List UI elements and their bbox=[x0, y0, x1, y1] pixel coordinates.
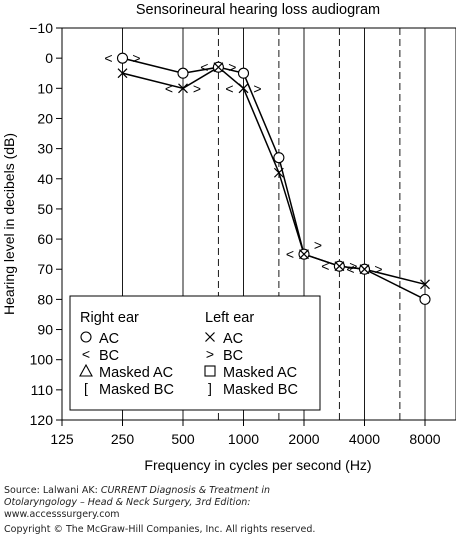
marker-right-bc: < bbox=[200, 59, 208, 75]
y-tick-label: 80 bbox=[37, 291, 53, 307]
chart-title: Sensorineural hearing loss audiogram bbox=[136, 2, 380, 18]
marker-left-ac bbox=[178, 83, 188, 94]
x-tick-labels: 125 250 500 1000 2000 4000 8000 bbox=[50, 420, 441, 447]
marker-left-bc: > bbox=[349, 258, 357, 274]
legend-label-left-1: BC bbox=[223, 348, 243, 364]
x-tick-label: 1000 bbox=[228, 431, 259, 447]
marker-left-bc: > bbox=[374, 261, 382, 277]
legend-label-right-0: AC bbox=[99, 331, 119, 347]
marker-right-ac bbox=[273, 152, 285, 164]
marker-left-ac bbox=[238, 83, 249, 94]
legend-box bbox=[69, 295, 321, 411]
marker-right-bc: < bbox=[225, 80, 233, 96]
y-tick-label: 100 bbox=[30, 352, 54, 368]
source-citation: Source: Lalwani AK: CURRENT Diagnosis & … bbox=[4, 485, 270, 497]
marker-left-ac bbox=[273, 167, 284, 178]
marker-right-ac bbox=[177, 67, 189, 79]
legend-label-right-1: BC bbox=[99, 348, 119, 364]
marker-left-bc: > bbox=[228, 59, 236, 75]
x-axis-label: Frequency in cycles per second (Hz) bbox=[144, 457, 371, 473]
legend-right-ear-header: Right ear bbox=[80, 310, 139, 326]
marker-right-bc: < bbox=[286, 246, 294, 262]
legend-label-left-3: Masked BC bbox=[223, 382, 298, 398]
x-tick-label: 250 bbox=[111, 431, 135, 447]
marker-left-ac bbox=[420, 279, 430, 290]
source-book-title: CURRENT Diagnosis & Treatment in bbox=[100, 485, 271, 496]
y-tick-label: 50 bbox=[37, 201, 53, 217]
legend-symbol-left-3: ] bbox=[208, 380, 212, 396]
legend-symbol-right-1: < bbox=[82, 346, 90, 362]
y-tick-label: 60 bbox=[37, 231, 53, 247]
y-tick-label: −10 bbox=[29, 20, 53, 36]
y-tick-label: 90 bbox=[37, 322, 53, 338]
x-tick-label: 500 bbox=[171, 431, 195, 447]
marker-right-bc: < bbox=[321, 258, 329, 274]
marker-left-ac bbox=[359, 264, 370, 275]
legend-left-ear-header: Left ear bbox=[205, 310, 254, 326]
legend-symbol-left-1: > bbox=[206, 346, 214, 362]
x-tick-label: 2000 bbox=[288, 431, 319, 447]
plot-frame bbox=[61, 27, 456, 421]
y-tick-label: 120 bbox=[30, 412, 54, 428]
y-axis-label: Hearing level in decibels (dB) bbox=[1, 133, 17, 315]
marker-left-bc: > bbox=[253, 80, 261, 96]
x-tick-label: 125 bbox=[50, 431, 74, 447]
copyright-notice: Copyright © The McGraw-Hill Companies, I… bbox=[4, 524, 316, 535]
marker-left-ac bbox=[213, 62, 224, 73]
y-tick-labels: −10 0 10 20 30 40 50 60 70 80 90 100 110 120 bbox=[29, 20, 62, 428]
gridlines bbox=[122, 28, 426, 420]
marker-right-bc: < bbox=[104, 50, 112, 66]
y-tick-label: 70 bbox=[37, 261, 53, 277]
marker-right-ac bbox=[116, 52, 129, 64]
legend-label-right-2: Masked AC bbox=[99, 365, 173, 381]
marker-left-ac bbox=[299, 249, 309, 260]
marker-left-bc: > bbox=[193, 80, 201, 96]
legend-symbol-right-2 bbox=[79, 363, 93, 377]
legend-symbol-left-0 bbox=[205, 332, 215, 342]
source-url[interactable]: www.accesssurgery.com bbox=[4, 509, 120, 520]
marker-right-bc: < bbox=[346, 261, 354, 277]
x-tick-label: 4000 bbox=[349, 431, 380, 447]
legend-label-right-3: Masked BC bbox=[99, 382, 174, 398]
legend-label-left-2: Masked AC bbox=[223, 365, 297, 381]
legend-label-left-0: AC bbox=[223, 331, 243, 347]
y-tick-label: 10 bbox=[37, 80, 53, 96]
marker-left-ac bbox=[117, 68, 128, 79]
y-tick-label: 30 bbox=[37, 141, 53, 157]
source-citation-line2: Otolaryngology – Head & Neck Surgery, 3r… bbox=[4, 497, 250, 509]
source-book-title-2: Otolaryngology – Head & Neck Surgery, 3r… bbox=[4, 497, 251, 508]
series-line-left-ac bbox=[122, 66, 426, 286]
legend-symbol-right-0 bbox=[80, 331, 92, 343]
marker-right-bc: < bbox=[165, 80, 173, 96]
marker-right-ac bbox=[237, 67, 250, 79]
marker-left-bc: > bbox=[314, 237, 322, 253]
marker-left-ac bbox=[334, 261, 345, 272]
marker-left-bc: > bbox=[132, 50, 140, 66]
x-tick-label: 8000 bbox=[409, 431, 440, 447]
y-tick-label: 0 bbox=[45, 50, 53, 66]
data-markers: < >< >< >< ><>< >< > bbox=[104, 50, 431, 305]
source-prefix: Source: Lalwani AK: bbox=[4, 485, 101, 496]
y-tick-label: 40 bbox=[37, 171, 53, 187]
legend-symbol-left-2 bbox=[204, 365, 216, 377]
y-tick-label: 110 bbox=[31, 382, 54, 398]
marker-right-ac bbox=[419, 293, 431, 305]
y-tick-label: 20 bbox=[37, 110, 53, 126]
legend-symbol-right-3: [ bbox=[84, 380, 88, 396]
